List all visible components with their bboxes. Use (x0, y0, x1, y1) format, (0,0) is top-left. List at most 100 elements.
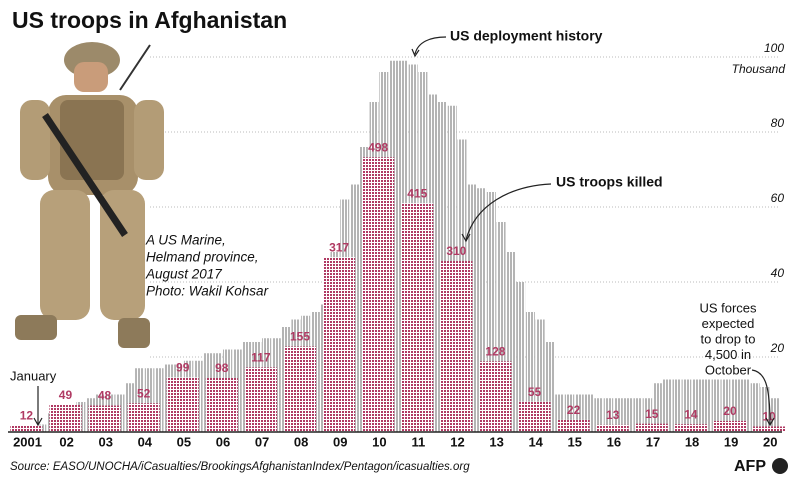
y-tick-label: 100 (764, 41, 784, 55)
x-tick-label: 15 (568, 434, 582, 449)
deployment-bar (613, 398, 623, 432)
caption-line: Helmand province, (146, 250, 259, 265)
killed-label: 415 (407, 186, 427, 200)
killed-label: 310 (446, 244, 466, 258)
x-tick-label: 04 (138, 434, 153, 449)
killed-label: 52 (137, 386, 151, 400)
killed-bar (440, 261, 473, 432)
forecast-line: expected (702, 316, 755, 331)
deployment-bar (652, 383, 662, 432)
y-tick-label: 60 (771, 191, 785, 205)
deployment-bar (525, 312, 535, 432)
y-tick-label: 80 (771, 116, 785, 130)
killed-label: 12 (20, 409, 34, 423)
annotation: January (10, 368, 57, 383)
killed-bar (557, 419, 590, 432)
arrow-head (411, 48, 420, 58)
forecast-line: to drop to (701, 331, 756, 346)
x-tick-label: 16 (607, 434, 621, 449)
deployment-bar (643, 398, 653, 432)
killed-label: 15 (645, 407, 659, 421)
arrow (414, 36, 447, 55)
x-tick-label: 11 (412, 434, 426, 449)
x-tick-label: 12 (450, 434, 464, 449)
deployment-bar (740, 379, 750, 432)
deployment-bar (565, 394, 574, 432)
soldier-photo (15, 42, 164, 348)
killed-bar (596, 424, 629, 432)
killed-label: 498 (368, 141, 388, 155)
killed-bar (479, 361, 512, 432)
x-tick-label: 19 (724, 434, 738, 449)
credit: AFP (734, 458, 766, 475)
deployment-bar (692, 379, 702, 432)
deployment-bar (535, 319, 545, 432)
deployment-bar (506, 252, 516, 432)
x-tick-label: 03 (98, 434, 112, 449)
chart-title: US troops in Afghanistan (12, 7, 287, 33)
killed-bar (713, 420, 746, 432)
x-tick-label: 18 (685, 434, 699, 449)
x-tick-label: 17 (646, 434, 660, 449)
killed-label: 22 (567, 403, 581, 417)
killed-label: 99 (176, 361, 190, 375)
deployment-bar (770, 398, 780, 432)
deployment-bar (154, 368, 164, 432)
caption-line: August 2017 (145, 267, 222, 282)
killed-bar (674, 424, 707, 432)
killed-bar (205, 377, 238, 432)
killed-bar (362, 157, 395, 432)
killed-bar (166, 377, 199, 432)
y-tick-label: 40 (771, 266, 785, 280)
killed-label: 13 (606, 408, 620, 422)
forecast-line: October (705, 362, 752, 377)
arrow (33, 386, 43, 427)
y-axis-label: Thousand (732, 62, 786, 76)
killed-bar (401, 203, 434, 432)
x-tick-label: 20 (763, 434, 777, 449)
x-tick-label: 05 (177, 434, 191, 449)
deployment-bar (545, 342, 555, 432)
deployment-bar (662, 379, 672, 432)
killed-label: 98 (215, 361, 229, 375)
deployment-bar (633, 398, 643, 432)
deployment-bar (604, 398, 614, 432)
killed-label: 14 (684, 407, 698, 421)
series-label: US troops killed (556, 174, 663, 190)
source: Source: EASO/UNOCHA/iCasualties/Brooking… (10, 461, 470, 473)
killed-bar (244, 367, 277, 432)
killed-bar (127, 403, 160, 432)
photo-caption: A US Marine, Helmand province, August 2017… (145, 233, 269, 299)
arrow (465, 183, 552, 241)
killed-bar (518, 401, 551, 432)
deployment-bar (682, 379, 692, 432)
killed-bars: 12 49 48 52 99 98 117 155 317 498 415 310 128 55 22 13 1… (10, 141, 786, 432)
x-tick-label: 10 (372, 434, 386, 449)
series-label: US deployment history (450, 28, 603, 44)
killed-label: 20 (723, 404, 737, 418)
killed-label: 155 (290, 330, 310, 344)
killed-bar (10, 425, 43, 432)
killed-label: 49 (59, 388, 73, 402)
x-tick-label: 02 (59, 434, 73, 449)
deployment-bar (672, 379, 682, 432)
x-tick-label: 09 (333, 434, 347, 449)
deployment-bar (555, 394, 565, 432)
deployment-bar (486, 192, 496, 432)
killed-bar (283, 346, 317, 432)
arrow (751, 369, 775, 427)
forecast-line: US forces (699, 300, 757, 315)
y-tick-label: 20 (770, 341, 785, 355)
deployment-bar (760, 387, 770, 432)
x-tick-label: 06 (216, 434, 230, 449)
killed-label: 55 (528, 385, 542, 399)
deployment-bar (516, 282, 526, 432)
caption-line: A US Marine, (145, 233, 226, 248)
forecast-line: 4,500 in (705, 347, 751, 362)
killed-label: 48 (98, 389, 112, 403)
deployment-bar (711, 379, 721, 432)
deployment-bar (574, 394, 584, 432)
logo-mark (772, 458, 788, 474)
